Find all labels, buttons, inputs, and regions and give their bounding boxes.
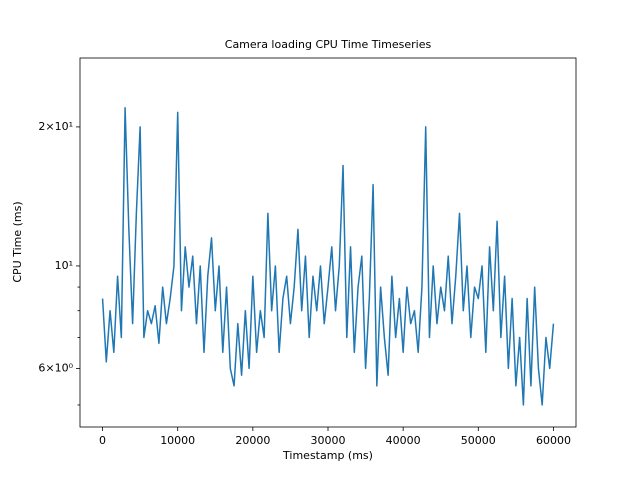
y-tick-label: 10¹	[55, 259, 73, 272]
series-line	[101, 107, 555, 406]
y-axis-label: CPU Time (ms)	[11, 201, 24, 282]
x-tick-label: 50000	[461, 434, 496, 447]
x-axis-label: Timestamp (ms)	[282, 449, 373, 462]
x-tick-label: 30000	[311, 434, 346, 447]
y-tick-label: 2×10¹	[38, 120, 73, 133]
x-tick-label: 0	[99, 434, 106, 447]
x-tick-label: 10000	[160, 434, 195, 447]
x-tick-label: 40000	[386, 434, 421, 447]
x-tick-label: 20000	[235, 434, 270, 447]
y-tick-label: 6×10⁰	[38, 361, 73, 374]
x-tick-label: 60000	[536, 434, 571, 447]
chart-title: Camera loading CPU Time Timeseries	[225, 38, 432, 51]
